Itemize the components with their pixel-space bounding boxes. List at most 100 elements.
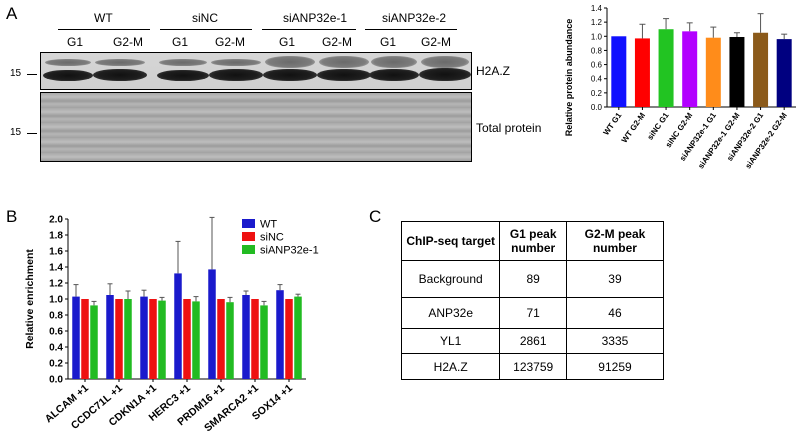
bar [753,32,769,107]
group-line-sianp32e-2 [365,29,457,30]
legend-swatch [242,245,255,254]
x-tick-label: siNC G1 [645,111,671,142]
x-tick-label: siANP32e-1 G2-M [696,111,742,171]
h2az-label: H2A.Z [476,64,511,78]
y-tick-label: 0.6 [49,327,63,338]
blot-band-upper [371,56,417,68]
table-cell-g2m: 46 [565,297,665,329]
mw-tick-bottom [27,133,37,134]
lane-label: G1 [67,35,84,49]
blot-band [369,69,419,81]
blot-band-upper [319,56,369,68]
y-tick-label: 1.8 [49,231,63,242]
lane-label: G2-M [113,35,143,49]
group-line-sinc [160,29,252,30]
table-header-g2m: G2-M peak number [565,221,665,261]
bar [158,300,166,379]
table-cell-g1: 123759 [499,353,567,380]
x-tick-label: WT G1 [602,111,624,137]
relative-enrichment-chart: 0.0 0.2 0.4 0.6 0.8 1.0 1.2 1.4 1.6 1.8 2.0 Relativ… [24,215,319,435]
blot-band-upper [95,59,145,66]
lane-label: G1 [172,35,189,49]
table-header-g1: G1 peak number [499,221,567,261]
lane-label: G1 [279,35,296,49]
y-tick-label: 1.2 [49,279,63,290]
bar [634,38,650,107]
y-tick-label: 0.2 [591,89,603,98]
panel-c-letter: C [369,207,382,226]
x-tick-label: siANP32e-2 G2-M [743,111,789,171]
blot-band [419,68,471,81]
bar [90,305,98,379]
legend-label: WT [260,219,277,231]
x-tick-label: WT G2-M [620,111,647,145]
y-tick-label: 1.0 [591,32,603,41]
y-tick-label: 0.0 [591,103,603,112]
bar [611,36,627,107]
bar [192,301,200,379]
y-tick-label: 0.8 [49,311,63,322]
y-tick-label: 1.4 [591,4,603,13]
blot-band [43,70,93,81]
blot-band-upper [159,59,207,66]
group-label-sianp32e-1: siANP32e-1 [283,11,348,25]
group-line-wt [58,29,150,30]
bar [242,295,250,379]
table-cell-target: H2A.Z [400,353,501,380]
bar [294,296,302,379]
blot-band-upper [265,56,315,68]
protein-abundance-chart: 0.0 0.2 0.4 0.6 0.8 1.0 1.2 1.4 Relative protein… [564,4,796,171]
bar [251,299,259,379]
bar [208,269,216,379]
y-tick-label: 0.2 [49,359,63,370]
mw-marker-bottom: 15 [10,127,22,138]
blot-band [93,69,147,81]
panel-a-letter: A [6,4,18,23]
y-tick-label: 0.4 [591,75,603,84]
table-cell-g2m: 91259 [565,353,665,380]
blot-band-upper [45,59,91,66]
blot-band [157,70,209,81]
total-protein-blot-image [40,92,472,162]
bar [276,290,284,379]
bar [81,299,89,379]
blot-band [263,69,317,81]
blot-band-upper [211,59,261,66]
y-tick-label: 1.2 [591,18,603,27]
panel-b-letter: B [6,207,18,226]
y-tick-label: 1.0 [49,295,63,306]
table-row: H2A.Z 123759 91259 [400,353,665,380]
lane-label: G2-M [421,35,451,49]
lane-label: G1 [380,35,397,49]
y-tick-label: 0.8 [591,46,603,55]
total-protein-label: Total protein [476,121,542,135]
bar [217,299,225,379]
bar [776,39,792,107]
y-tick-label: 0.0 [49,375,63,386]
h2az-blot-image [40,52,472,90]
lane-label: G2-M [322,35,352,49]
table-row: ANP32e 71 46 [400,297,665,329]
table-cell-g1: 71 [499,297,567,329]
table-cell-target: YL1 [400,328,501,354]
bar [226,302,234,379]
y-tick-label: 2.0 [49,215,63,226]
table-row: YL1 2861 3335 [400,328,665,354]
bar [682,31,698,107]
bar [183,299,191,379]
group-line-sianp32e-1 [262,29,356,30]
y-axis-label: Relative enrichment [24,249,36,349]
table-cell-g2m: 3335 [565,328,665,354]
bar [124,299,132,379]
mw-tick-top [27,74,37,75]
lane-label: G2-M [215,35,245,49]
bar [140,296,148,379]
table-cell-target: ANP32e [400,297,501,329]
legend-label: siANP32e-1 [260,245,319,257]
y-tick-label: 1.6 [49,247,63,258]
table-cell-target: Background [400,260,501,298]
y-tick-label: 0.4 [49,343,63,354]
blot-band [317,69,371,81]
bar [260,305,268,379]
table-cell-g2m: 39 [565,260,665,298]
